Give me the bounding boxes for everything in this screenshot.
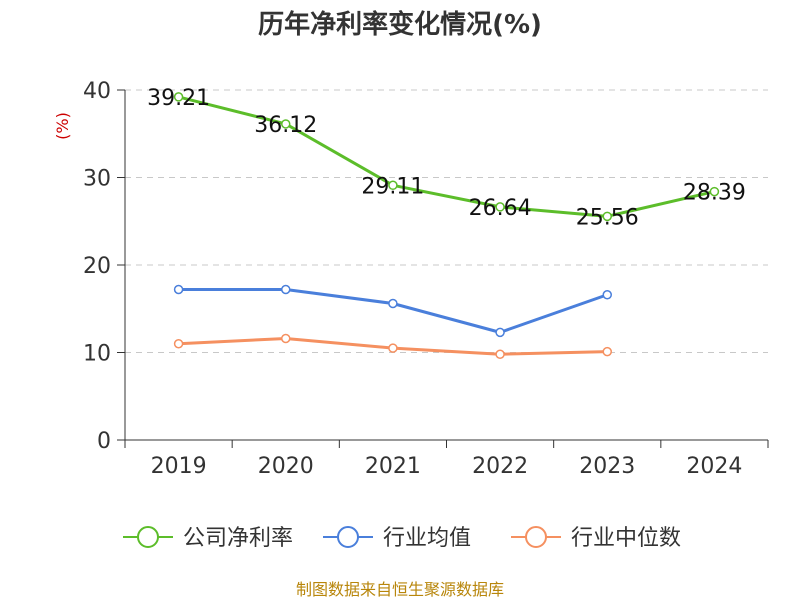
data-label-0-3: 26.64: [469, 196, 532, 221]
data-point-0-4: [602, 211, 612, 222]
legend-label-2: 行业中位数: [571, 526, 681, 551]
series-layer: 39.21 36.12 29.11 26.64 25.56 28.39: [147, 86, 746, 359]
data-point-0-0: [173, 92, 184, 102]
data-point-1-2: [388, 298, 398, 309]
data-point-2-0: [173, 339, 184, 349]
legend-marker-0: [137, 526, 159, 548]
data-point-0-5: [709, 186, 720, 197]
data-point-2-1: [281, 333, 291, 344]
data-point-0-1: [281, 119, 291, 129]
y-tick-label-40: 40: [83, 79, 111, 104]
y-axis-label: (%): [53, 112, 72, 140]
data-point-1-1: [281, 284, 291, 295]
x-tick-label-2020: 2020: [258, 454, 314, 479]
legend-label-0: 公司净利率: [183, 526, 293, 551]
legend: 公司净利率 行业均值 行业中位数: [123, 526, 681, 551]
data-point-2-3: [495, 349, 505, 359]
data-point-2-4: [602, 346, 612, 357]
x-tick-label-2022: 2022: [472, 454, 528, 479]
legend-item-0: 公司净利率: [123, 526, 293, 551]
source-note: 制图数据来自恒生聚源数据库: [296, 580, 504, 599]
data-point-1-0: [173, 284, 184, 295]
legend-marker-1: [337, 526, 359, 548]
data-label-0-5: 28.39: [683, 181, 746, 206]
x-tick-label-2021: 2021: [365, 454, 421, 479]
legend-marker-2: [525, 526, 547, 548]
data-label-0-1: 36.12: [254, 113, 317, 138]
legend-item-2: 行业中位数: [511, 526, 681, 551]
data-point-0-3: [495, 202, 505, 212]
data-label-0-2: 29.11: [361, 174, 424, 199]
data-point-1-4: [602, 290, 612, 300]
y-tick-label-20: 20: [83, 254, 111, 279]
x-tick-label-2023: 2023: [579, 454, 635, 479]
legend-label-1: 行业均值: [383, 526, 471, 551]
y-tick-label-30: 30: [83, 167, 111, 192]
x-tick-label-2019: 2019: [151, 454, 207, 479]
series-line-1: [178, 288, 608, 334]
data-point-1-3: [495, 327, 505, 338]
axes: 0 10 20 30 40 2019 2020 2021 2022 2023 2024: [83, 79, 769, 479]
series-line-0: [178, 95, 715, 218]
y-tick-label-10: 10: [83, 342, 111, 367]
x-tick-label-2024: 2024: [686, 454, 742, 479]
data-label-0-0: 39.21: [147, 86, 210, 111]
y-tick-label-0: 0: [97, 429, 111, 454]
chart-title: 历年净利率变化情况(%): [258, 9, 542, 40]
grid-lines: [125, 89, 768, 353]
data-point-0-2: [388, 180, 398, 191]
data-point-2-2: [388, 343, 398, 353]
data-label-0-4: 25.56: [576, 205, 639, 230]
legend-item-1: 行业均值: [323, 526, 471, 551]
